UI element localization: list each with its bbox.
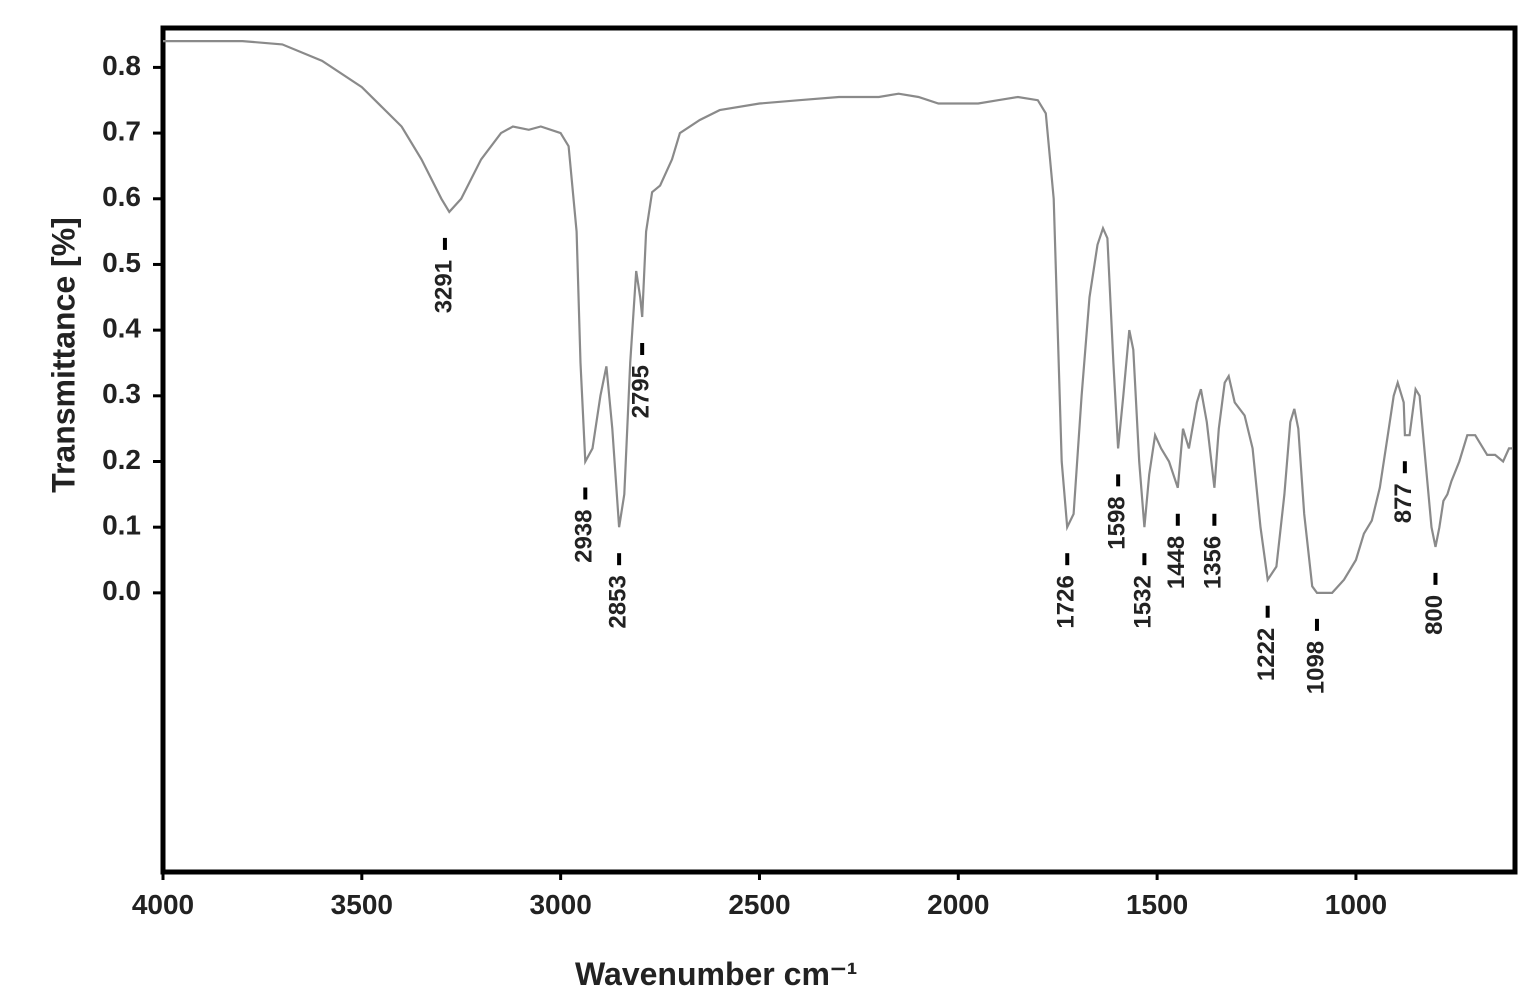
- x-tick-label: 3000: [529, 889, 591, 920]
- y-tick-label: 0.0: [102, 575, 141, 606]
- peak-label: 800: [1421, 595, 1448, 635]
- peak-label: 1598: [1103, 496, 1130, 549]
- y-tick-label: 0.6: [102, 181, 141, 212]
- spectrum-line: [163, 40, 1513, 594]
- y-tick-label: 0.3: [102, 378, 141, 409]
- peak-label: 1726: [1053, 575, 1080, 628]
- y-tick-label: 0.5: [102, 247, 141, 278]
- x-tick-label: 1000: [1325, 889, 1387, 920]
- peak-label: 1098: [1302, 641, 1329, 694]
- x-tick-label: 2000: [927, 889, 989, 920]
- plot-frame: [160, 25, 1518, 875]
- y-tick-label: 0.2: [102, 444, 141, 475]
- peak-label: 1448: [1163, 536, 1190, 589]
- y-axis-title: Transmittance [%]: [45, 217, 81, 493]
- peak-label: 2795: [628, 365, 655, 418]
- y-tick-label: 0.7: [102, 115, 141, 146]
- y-tick-label: 0.4: [102, 313, 141, 344]
- peak-label: 2938: [571, 509, 598, 562]
- x-tick-label: 4000: [132, 889, 194, 920]
- peak-label: 1356: [1200, 536, 1227, 589]
- peak-label: 1222: [1253, 628, 1280, 681]
- x-tick-label: 2500: [728, 889, 790, 920]
- peak-label: 1532: [1130, 575, 1157, 628]
- peak-label: 3291: [430, 260, 457, 313]
- y-tick-label: 0.1: [102, 510, 141, 541]
- peak-label: 877: [1390, 483, 1417, 523]
- x-tick-label: 3500: [331, 889, 393, 920]
- peak-label: 2853: [604, 575, 631, 628]
- y-tick-label: 0.8: [102, 50, 141, 81]
- x-tick-label: 1500: [1126, 889, 1188, 920]
- x-axis-title: Wavenumber cm⁻¹: [575, 956, 857, 992]
